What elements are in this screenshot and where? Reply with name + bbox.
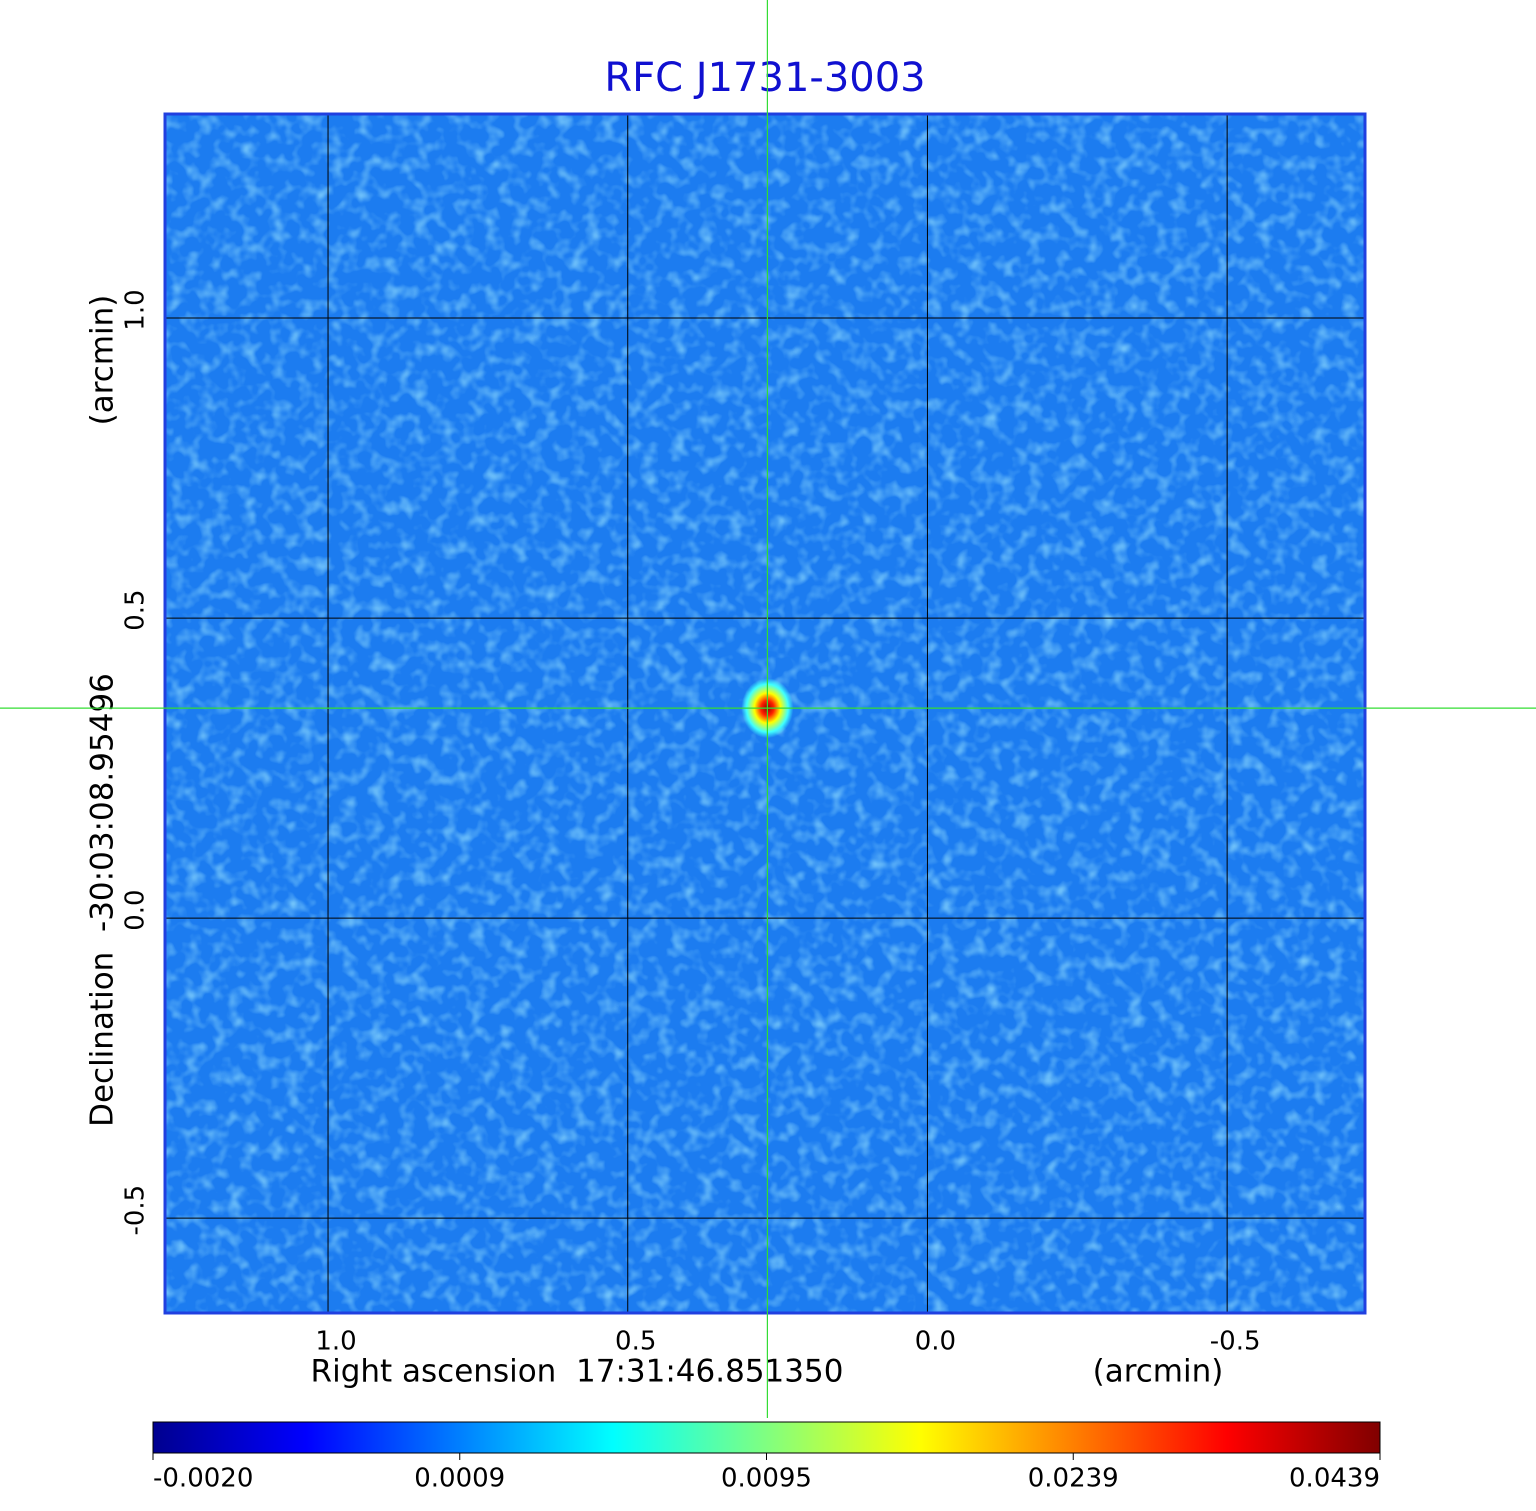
x-tick-label: 0.0 (915, 1327, 956, 1357)
x-tick-label: 0.5 (615, 1327, 656, 1357)
colorbar-tick-label: 0.0095 (721, 1464, 812, 1494)
chart-title: RFC J1731-3003 (604, 55, 925, 101)
y-axis-unit: (arcmin) (85, 295, 121, 426)
y-tick-label: 1.0 (121, 289, 151, 330)
x-axis-label: Right ascension 17:31:46.851350 (311, 1354, 844, 1390)
colorbar-tick-label: 0.0439 (1289, 1464, 1380, 1494)
y-tick-label: -0.5 (121, 1185, 151, 1236)
x-tick-label: -0.5 (1210, 1327, 1261, 1357)
colorbar-tick-label: -0.0020 (153, 1464, 253, 1494)
colorbar-tick-label: 0.0239 (1028, 1464, 1119, 1494)
y-axis-label: Declination -30:03:08.95496 (85, 673, 121, 1127)
y-tick-label: 0.5 (121, 589, 151, 630)
y-tick-label: 0.0 (121, 889, 151, 930)
colorbar (152, 1421, 1381, 1454)
x-axis-unit: (arcmin) (1093, 1354, 1224, 1390)
colorbar-tick-label: 0.0009 (414, 1464, 505, 1494)
plot-frame (163, 112, 1367, 1315)
x-tick-label: 1.0 (315, 1327, 356, 1357)
